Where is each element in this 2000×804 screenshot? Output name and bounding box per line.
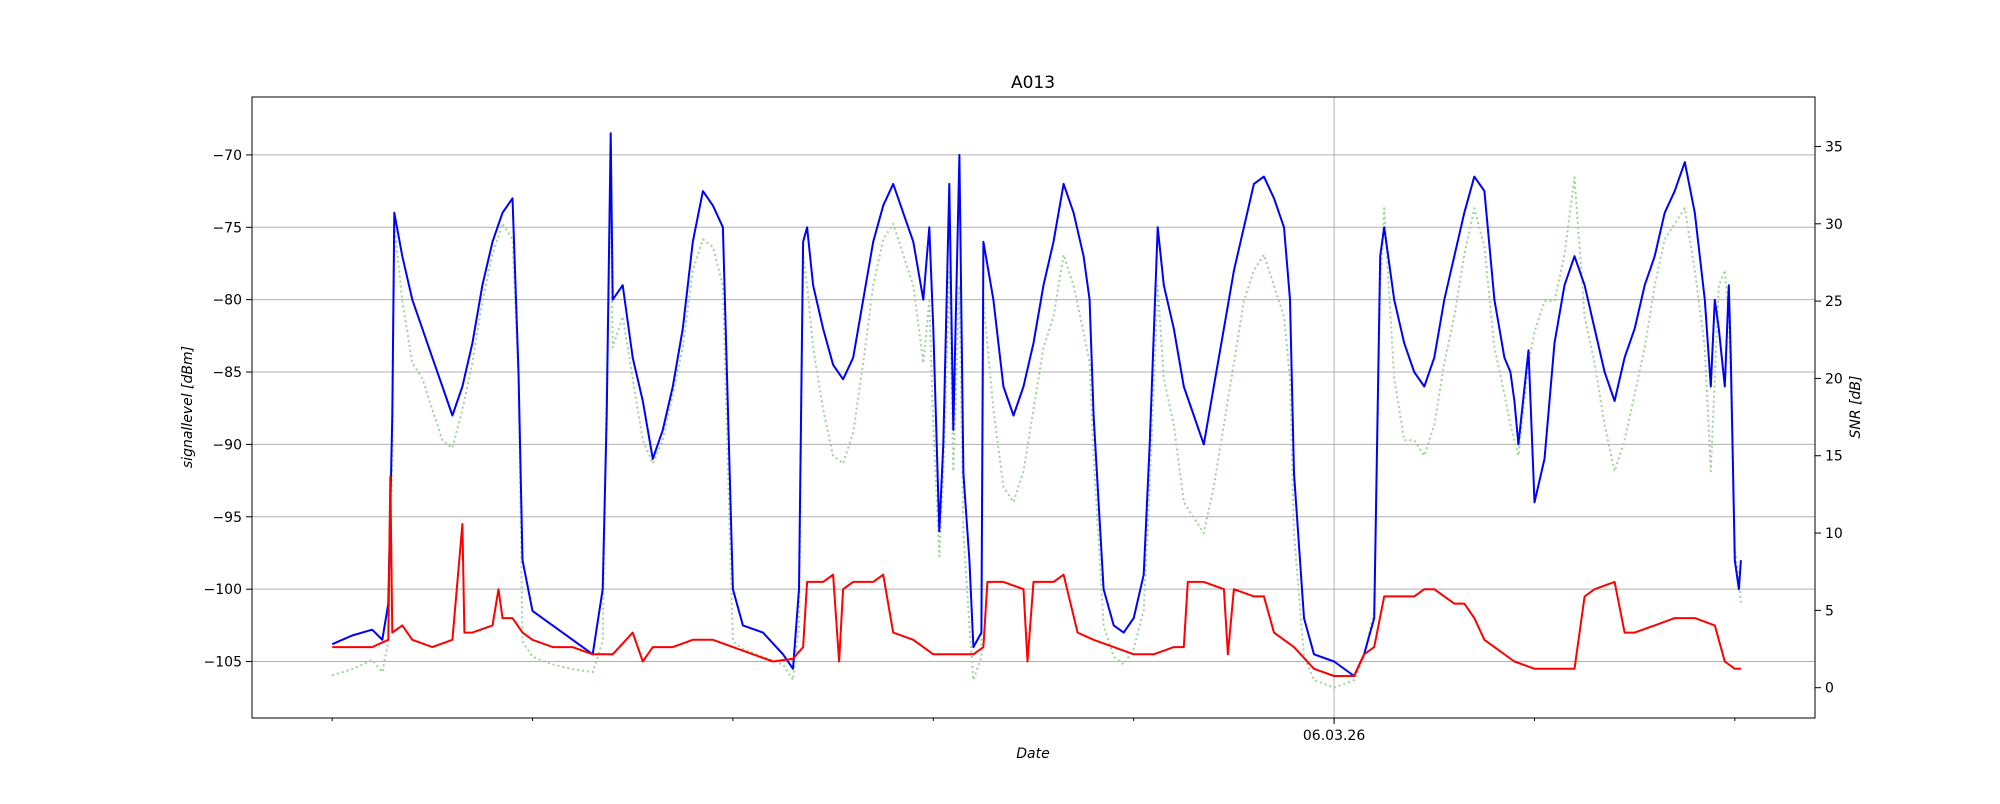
x-tick-label: 06.03.26 [1303, 728, 1365, 744]
right-tick-label: 25 [1825, 294, 1843, 310]
grid-layer [252, 97, 1815, 718]
right-axis-label: SNR [dB] [1848, 376, 1864, 439]
left-axis: −105 −100 −95 −90 −85 −80 −75 −70 [204, 148, 252, 671]
series-layer [331, 132, 1742, 689]
right-tick-label: 35 [1825, 139, 1843, 155]
left-tick-label: −100 [204, 582, 242, 598]
left-tick-label: −105 [204, 655, 242, 671]
left-axis-label: signallevel [dBm] [180, 346, 196, 468]
right-tick-label: 15 [1825, 449, 1843, 465]
series-line-blue [331, 132, 1742, 677]
series-line-red [332, 475, 1741, 677]
left-tick-label: −70 [212, 148, 242, 164]
x-axis-label: Date [1016, 746, 1049, 762]
right-tick-label: 30 [1825, 217, 1843, 233]
left-tick-label: −85 [212, 365, 242, 381]
plot-frame [251, 96, 1816, 719]
right-tick-label: 10 [1825, 526, 1843, 542]
right-tick-label: 20 [1825, 371, 1843, 387]
right-tick-label: 5 [1825, 603, 1834, 619]
chart-title: A013 [1011, 73, 1055, 93]
right-tick-label: 0 [1825, 681, 1834, 697]
left-tick-label: −75 [212, 220, 242, 236]
right-axis: 0 5 10 15 20 25 30 35 [1815, 139, 1843, 697]
left-tick-label: −95 [212, 510, 242, 526]
x-axis: 06.03.26 [331, 718, 1736, 744]
left-tick-label: −80 [212, 293, 242, 309]
left-tick-label: −90 [212, 437, 242, 453]
